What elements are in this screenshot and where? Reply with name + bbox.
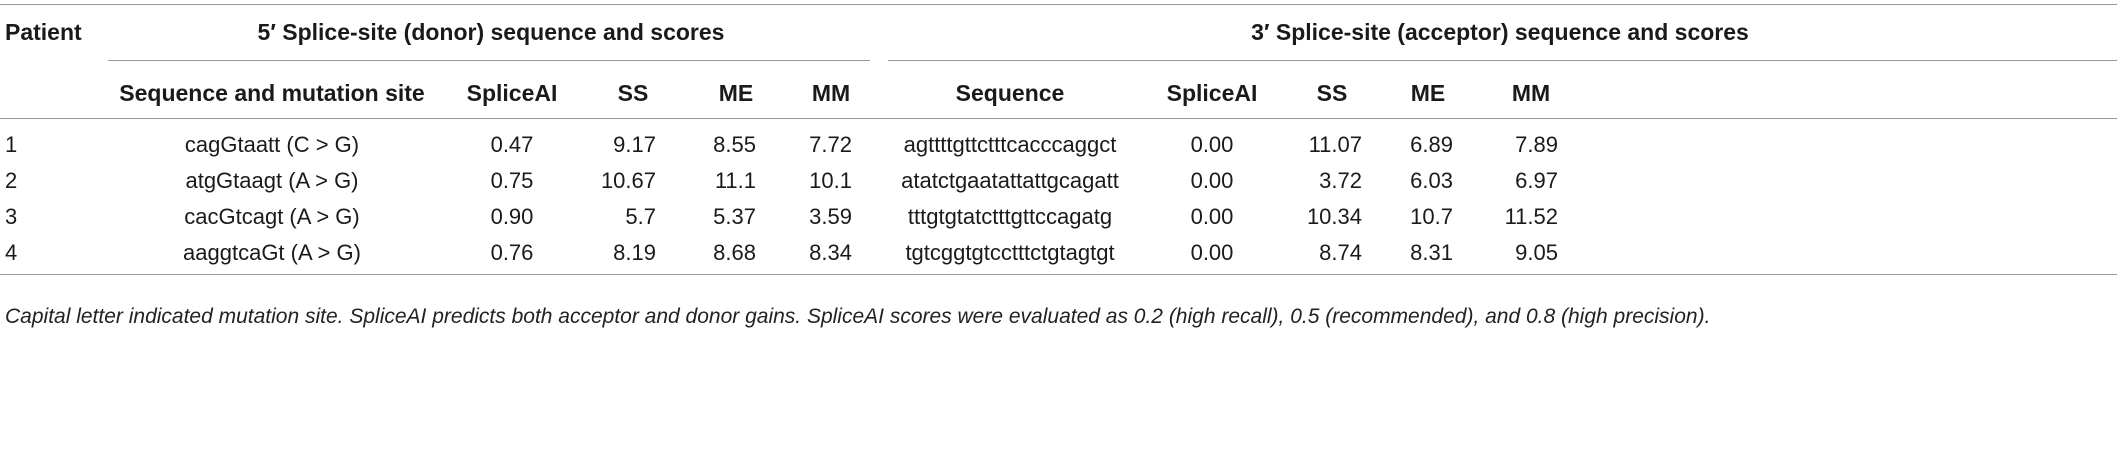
mm-acceptor-header: MM bbox=[1511, 80, 1551, 106]
acceptor-sequence-cell: atatctgaatattattgcagatt bbox=[901, 168, 1119, 193]
ss-donor-header: SS bbox=[617, 80, 649, 106]
donor-spliceai-cell: 0.76 bbox=[490, 240, 534, 265]
acceptor-ss-cell: 8.74 bbox=[1319, 240, 1362, 265]
donor-group-header: 5′ Splice-site (donor) sequence and scor… bbox=[257, 19, 725, 45]
acceptor-me-cell: 6.03 bbox=[1410, 168, 1453, 193]
acceptor-spliceai-cell: 0.00 bbox=[1190, 204, 1234, 229]
donor-spliceai-cell: 0.47 bbox=[490, 132, 534, 157]
acceptor-sequence-cell: agttttgttctttcacccaggct bbox=[903, 132, 1117, 157]
patient-cell: 4 bbox=[5, 240, 18, 265]
donor-me-cell: 5.37 bbox=[713, 204, 756, 229]
acceptor-me-cell: 6.89 bbox=[1410, 132, 1453, 157]
donor-ss-cell: 10.67 bbox=[600, 168, 656, 193]
acceptor-ss-cell: 10.34 bbox=[1306, 204, 1362, 229]
acceptor-mm-cell: 7.89 bbox=[1515, 132, 1558, 157]
acceptor-mm-cell: 6.97 bbox=[1515, 168, 1558, 193]
donor-sequence-cell: cacGtcagt (A > G) bbox=[184, 204, 360, 229]
donor-ss-cell: 5.7 bbox=[625, 204, 656, 229]
donor-me-cell: 11.1 bbox=[714, 168, 756, 193]
me-acceptor-header: ME bbox=[1410, 80, 1446, 106]
patient-header: Patient bbox=[5, 19, 82, 45]
donor-me-cell: 8.55 bbox=[713, 132, 756, 157]
acceptor-sequence-cell: tgtcggtgtcctttctgtagtgt bbox=[905, 240, 1115, 265]
sequence-header: Sequence bbox=[955, 80, 1065, 106]
seq-mutation-header: Sequence and mutation site bbox=[119, 80, 425, 106]
donor-sequence-cell: cagGtaatt (C > G) bbox=[184, 132, 360, 157]
acceptor-sequence-cell: tttgtgtatctttgttccagatg bbox=[907, 204, 1113, 229]
donor-mm-cell: 10.1 bbox=[809, 168, 852, 193]
acceptor-mm-cell: 9.05 bbox=[1515, 240, 1558, 265]
spliceai-donor-header: SpliceAI bbox=[466, 80, 558, 106]
patient-cell: 1 bbox=[5, 132, 18, 157]
acceptor-me-cell: 10.7 bbox=[1410, 204, 1453, 229]
donor-mm-cell: 8.34 bbox=[809, 240, 852, 265]
donor-mm-cell: 7.72 bbox=[809, 132, 852, 157]
patient-cell: 3 bbox=[5, 204, 18, 229]
donor-group-rule bbox=[108, 60, 870, 61]
donor-sequence-cell: atgGtaagt (A > G) bbox=[185, 168, 359, 193]
donor-ss-cell: 8.19 bbox=[613, 240, 656, 265]
acceptor-mm-cell: 11.52 bbox=[1504, 204, 1558, 229]
ss-acceptor-header: SS bbox=[1316, 80, 1348, 106]
donor-spliceai-cell: 0.75 bbox=[490, 168, 534, 193]
table-bottom-rule bbox=[0, 274, 2117, 275]
acceptor-group-header: 3′ Splice-site (acceptor) sequence and s… bbox=[1251, 19, 1749, 45]
header-bottom-rule bbox=[0, 118, 2117, 119]
acceptor-me-cell: 8.31 bbox=[1410, 240, 1453, 265]
mm-donor-header: MM bbox=[811, 80, 851, 106]
acceptor-spliceai-cell: 0.00 bbox=[1190, 240, 1234, 265]
donor-spliceai-cell: 0.90 bbox=[490, 204, 534, 229]
table-footnote: Capital letter indicated mutation site. … bbox=[5, 305, 1711, 328]
acceptor-spliceai-cell: 0.00 bbox=[1190, 132, 1234, 157]
spliceai-acceptor-header: SpliceAI bbox=[1166, 80, 1258, 106]
patient-cell: 2 bbox=[5, 168, 18, 193]
me-donor-header: ME bbox=[718, 80, 754, 106]
acceptor-spliceai-cell: 0.00 bbox=[1190, 168, 1234, 193]
acceptor-ss-cell: 11.07 bbox=[1308, 132, 1362, 157]
acceptor-group-rule bbox=[888, 60, 2117, 61]
donor-ss-cell: 9.17 bbox=[613, 132, 656, 157]
acceptor-ss-cell: 3.72 bbox=[1319, 168, 1362, 193]
donor-mm-cell: 3.59 bbox=[809, 204, 852, 229]
donor-sequence-cell: aaggtcaGt (A > G) bbox=[183, 240, 361, 265]
table-top-rule bbox=[0, 4, 2117, 5]
donor-me-cell: 8.68 bbox=[713, 240, 756, 265]
